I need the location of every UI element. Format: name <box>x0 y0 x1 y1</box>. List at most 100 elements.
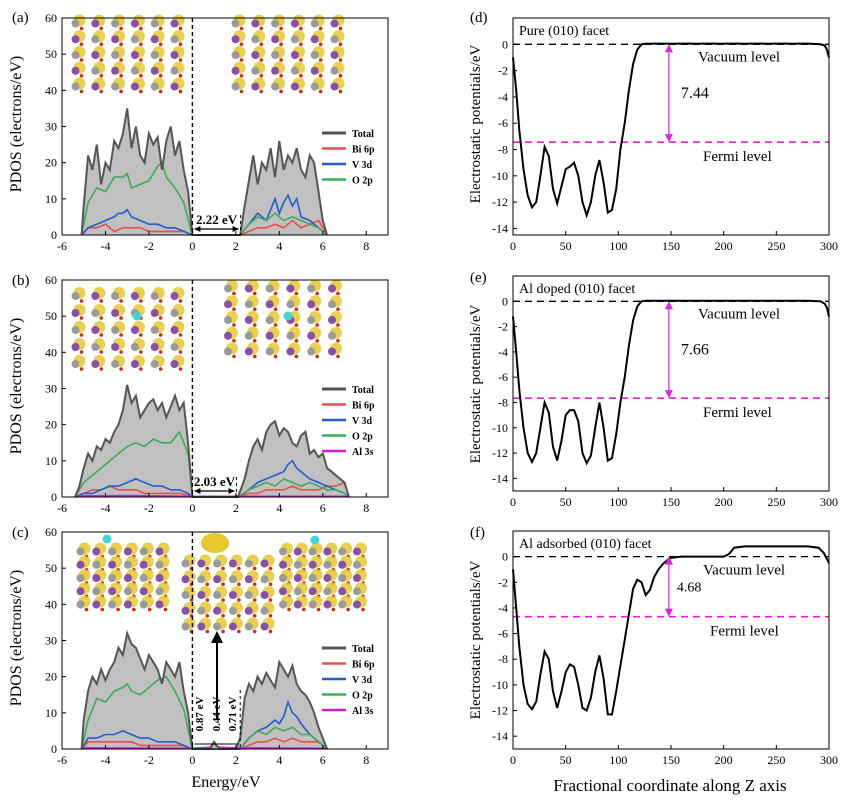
o-atom <box>158 73 163 78</box>
bi-atom <box>91 51 100 59</box>
y-tick-label: -12 <box>492 704 508 718</box>
y-tick-label: -6 <box>498 370 508 384</box>
bi-atom <box>228 622 237 631</box>
bi-atom <box>293 574 302 582</box>
v-atom <box>293 587 302 596</box>
bi-atom <box>328 347 336 356</box>
v-atom <box>286 300 295 309</box>
x-tick-label: 4 <box>276 753 282 767</box>
bi-atom <box>330 51 339 59</box>
o-atom <box>116 607 120 612</box>
v-atom <box>130 66 139 75</box>
o-atom <box>139 73 143 78</box>
v-atom <box>279 574 287 582</box>
x-tick-label: -4 <box>100 501 110 515</box>
o-atom <box>279 26 283 31</box>
bi-atom <box>228 591 237 599</box>
bi-atom <box>265 331 274 340</box>
o-atom <box>338 26 343 31</box>
al-atom <box>310 535 320 545</box>
y-tick-label: -8 <box>498 652 508 666</box>
v-atom <box>91 66 100 75</box>
potential-curve <box>512 545 830 716</box>
chart-title: Al doped (010) facet <box>519 282 635 297</box>
bi-atom <box>71 309 80 317</box>
o-atom <box>232 307 236 312</box>
v-atom <box>251 66 260 75</box>
o-atom <box>119 350 123 354</box>
bi-atom <box>244 606 253 615</box>
o-atom <box>139 350 143 354</box>
o-atom <box>79 316 84 320</box>
panel-c: 0.87 eV 0.44 eV 0.71 eV Total Bi 6p V 3d O 2p A… <box>12 525 389 767</box>
v-atom <box>310 82 319 91</box>
v-atom <box>244 591 253 599</box>
bi-atom <box>91 82 100 91</box>
v-atom <box>338 600 347 609</box>
structure-inset <box>71 287 185 371</box>
o-atom <box>205 613 210 618</box>
y-tick-label: 50 <box>45 309 57 323</box>
x-tick-label: -2 <box>144 753 154 767</box>
bi-atom <box>260 591 269 599</box>
bi-atom <box>150 309 159 317</box>
v-atom <box>71 82 80 91</box>
o-atom <box>79 333 84 337</box>
o-atom <box>253 323 257 327</box>
o-atom <box>221 629 225 634</box>
v-atom <box>71 326 80 334</box>
v-atom <box>111 292 120 300</box>
v-atom <box>76 574 85 582</box>
o-atom <box>79 350 84 354</box>
bi-atom <box>213 575 222 584</box>
v-atom <box>244 331 253 340</box>
bi-atom <box>130 82 139 91</box>
o-atom <box>189 598 194 602</box>
bi-atom <box>251 82 260 91</box>
legend-entry: Bi 6p <box>352 401 375 412</box>
o-atom <box>318 26 323 31</box>
y-tick-label: -14 <box>492 221 508 235</box>
x-tick-label: 2 <box>233 753 239 767</box>
v-atom <box>271 82 280 91</box>
v-atom <box>108 547 117 556</box>
x-tick-label: 250 <box>767 495 785 509</box>
v-atom <box>111 51 120 59</box>
al-atom <box>132 311 142 321</box>
bi-atom <box>228 559 237 568</box>
bi-atom <box>353 600 361 609</box>
bi-atom <box>170 292 179 300</box>
y-tick-label: -4 <box>498 601 508 615</box>
dos-line <box>80 161 328 236</box>
y-tick-label: -10 <box>492 678 508 692</box>
o-atom <box>268 582 273 587</box>
v-atom <box>323 560 332 569</box>
v-atom <box>307 347 316 356</box>
bi-atom <box>92 574 101 582</box>
o-atom <box>139 333 143 337</box>
work-function-label: 7.66 <box>681 342 709 359</box>
o-atom <box>99 26 104 31</box>
o-atom <box>132 607 136 612</box>
v-atom <box>91 35 100 44</box>
v-atom <box>328 331 336 340</box>
panel-e: 7.66 Vacuum level Fermi level Al doped (010… <box>470 270 838 509</box>
x-tick-label: 0 <box>189 239 195 253</box>
fermi-level-label: Fermi level <box>703 405 772 421</box>
o-atom <box>178 350 183 354</box>
structure-inset <box>71 14 185 94</box>
o-atom <box>99 367 104 371</box>
bi-atom <box>310 35 319 44</box>
o-atom <box>315 338 320 343</box>
bi-atom <box>170 360 179 368</box>
v-atom <box>155 560 164 569</box>
o-atom <box>221 598 225 602</box>
o-atom <box>294 338 299 343</box>
bi-atom <box>155 547 164 556</box>
x-tick-label: -6 <box>57 501 67 515</box>
o-atom <box>79 42 84 47</box>
v-atom <box>338 547 347 556</box>
v-atom <box>271 51 280 59</box>
v-atom <box>150 82 159 91</box>
work-function-label: 4.68 <box>677 581 702 596</box>
